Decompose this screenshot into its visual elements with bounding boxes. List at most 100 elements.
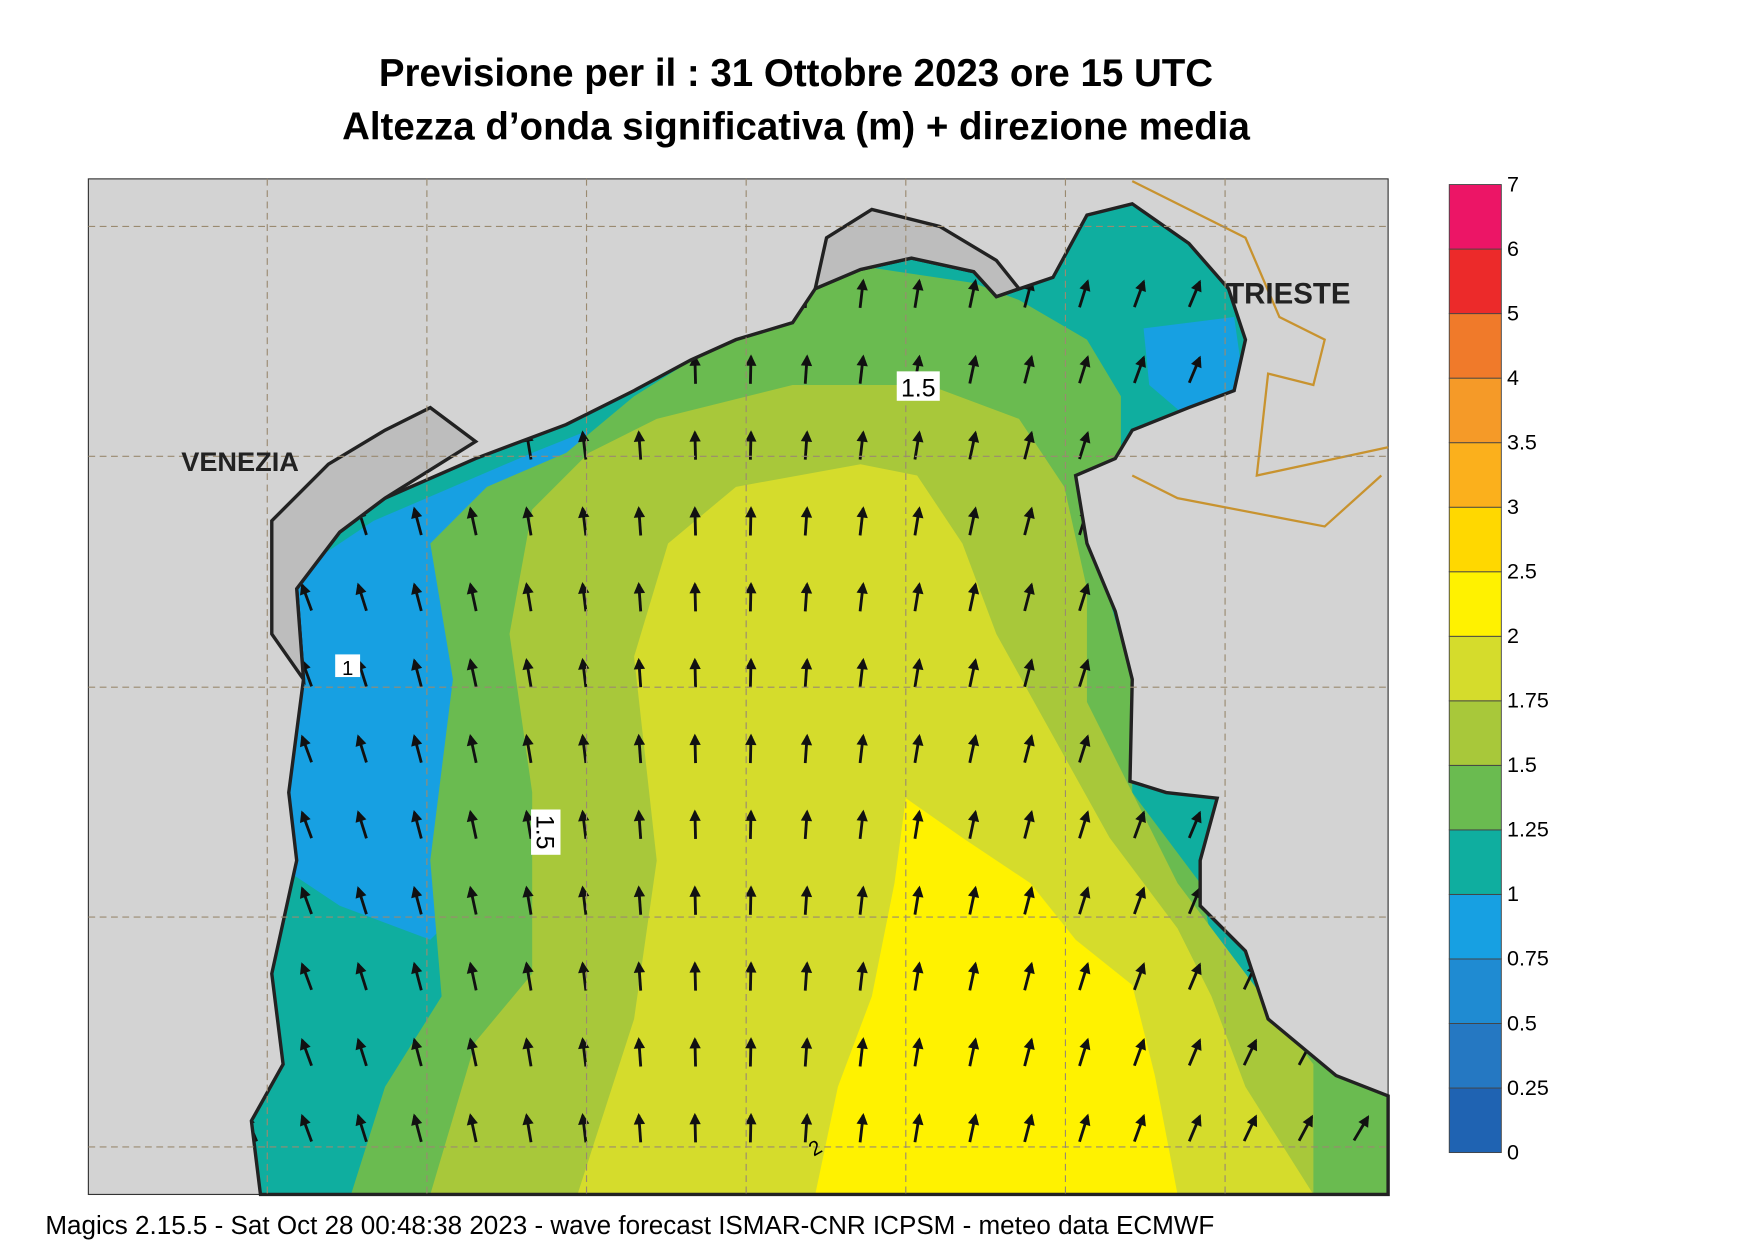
arrow: [800, 1037, 813, 1067]
arrow-head: [912, 733, 924, 746]
arrow-head: [633, 885, 646, 898]
arrow-head: [1079, 734, 1091, 747]
arrow: [300, 1113, 313, 1143]
arrow-head: [633, 506, 646, 518]
arrow: [800, 657, 813, 688]
arrow-head: [800, 354, 813, 367]
arrow: [800, 1112, 813, 1143]
colorbar-swatch: [1448, 571, 1502, 637]
arrow-head: [745, 809, 757, 821]
arrow: [1078, 355, 1091, 384]
arrow: [633, 809, 646, 840]
arrow: [411, 734, 423, 763]
arrow: [355, 1037, 368, 1067]
arrow: [633, 733, 646, 764]
colorbar-label: 0.75: [1507, 947, 1549, 971]
arrow: [1078, 658, 1091, 688]
arrow: [355, 886, 368, 915]
arrow: [411, 810, 423, 839]
arrow-head: [1135, 355, 1146, 368]
arrow-head: [800, 1037, 813, 1049]
arrow-head: [968, 278, 980, 292]
arrow-head: [1023, 885, 1035, 899]
colorbar-label: 1.5: [1507, 753, 1537, 777]
arrow: [689, 961, 701, 991]
arrow-head: [856, 1113, 868, 1125]
arrow-head: [968, 582, 980, 595]
arrow-head: [689, 961, 701, 973]
arrow-head: [578, 430, 590, 443]
colorbar-label: 1.75: [1507, 689, 1549, 713]
arrow: [1187, 1038, 1202, 1067]
arrow: [856, 506, 868, 536]
arrow-head: [912, 506, 924, 519]
arrow: [745, 657, 757, 688]
arrow-head: [968, 809, 980, 823]
arrow-head: [411, 734, 423, 747]
arrow-head: [1023, 734, 1035, 747]
arrow-head: [968, 658, 980, 671]
arrow: [800, 430, 813, 460]
arrow-head: [411, 1113, 423, 1126]
arrow: [633, 1037, 646, 1067]
arrow: [856, 809, 868, 840]
arrow: [968, 278, 980, 308]
arrow: [1078, 279, 1091, 308]
wave-band: [271, 430, 589, 940]
arrow: [968, 430, 980, 460]
colorbar-swatch: [1448, 893, 1502, 960]
arrow-head: [912, 430, 924, 443]
arrow-head: [745, 506, 757, 518]
arrow-head: [1191, 355, 1202, 369]
arrow: [1023, 354, 1035, 384]
arrow-head: [968, 961, 980, 974]
arrow-head: [411, 506, 423, 520]
arrow-head: [856, 657, 868, 670]
arrow: [968, 658, 980, 688]
arrow-head: [300, 886, 311, 899]
arrow: [800, 733, 813, 764]
arrow: [968, 1113, 980, 1143]
arrow: [522, 961, 534, 991]
colorbar-swatch: [1448, 635, 1502, 702]
arrow: [466, 506, 478, 536]
arrow-head: [968, 506, 980, 519]
arrow-head: [1135, 962, 1146, 975]
arrow: [633, 1112, 646, 1143]
colorbar-swatch: [1448, 506, 1502, 573]
arrow-head: [1079, 658, 1091, 672]
arrow: [300, 734, 313, 763]
arrow-head: [1191, 810, 1202, 824]
arrow: [856, 1037, 868, 1067]
arrow: [300, 962, 313, 991]
arrow-head: [1079, 279, 1091, 292]
colorbar-label: 1.25: [1507, 818, 1549, 842]
arrow-head: [800, 733, 813, 746]
colorbar-label: 6: [1507, 237, 1519, 261]
arrow: [745, 961, 757, 991]
arrow-head: [1023, 810, 1035, 823]
arrow: [745, 809, 757, 839]
arrow-head: [745, 657, 757, 670]
arrow-head: [856, 885, 868, 898]
arrow-head: [689, 506, 701, 518]
arrow-head: [466, 506, 478, 519]
colorbar-swatch: [1448, 442, 1502, 508]
colorbar-label: 0: [1507, 1140, 1519, 1164]
arrow: [1023, 430, 1035, 460]
arrow: [411, 506, 423, 536]
arrow: [689, 657, 701, 688]
arrow-head: [912, 354, 924, 367]
arrow-head: [968, 1113, 980, 1126]
arrow-head: [522, 1037, 534, 1050]
arrow-head: [745, 354, 757, 366]
arrow: [856, 278, 868, 309]
arrow-head: [800, 809, 813, 822]
arrow: [1023, 582, 1035, 612]
arrow-head: [1023, 658, 1035, 671]
colorbar-swatch: [1448, 700, 1502, 766]
title: Previsione per il : 31 Ottobre 2023 ore …: [379, 52, 1213, 95]
arrow-head: [745, 1037, 757, 1049]
arrow: [522, 733, 534, 764]
arrow-head: [968, 430, 980, 443]
